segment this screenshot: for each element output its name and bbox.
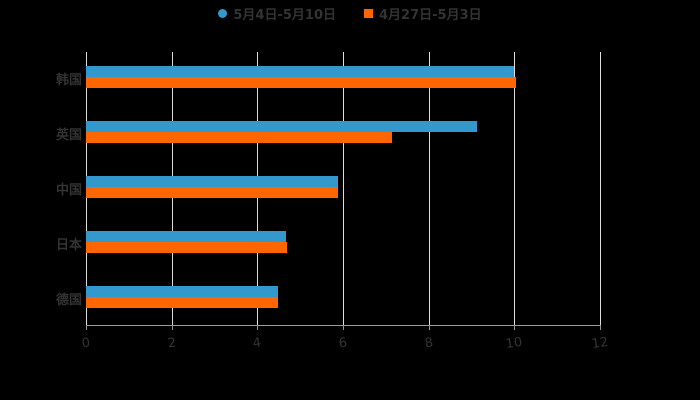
- bar-series-2[interactable]: [86, 77, 517, 88]
- bar-series-1[interactable]: [86, 286, 278, 297]
- bar-series-1[interactable]: [86, 176, 338, 187]
- category-label: 中国: [55, 183, 82, 198]
- x-tick-label: 6: [337, 335, 349, 352]
- tick-mark: [86, 325, 87, 330]
- bar-series-2[interactable]: [86, 187, 338, 198]
- tick-mark: [600, 325, 601, 330]
- tick-mark: [428, 325, 430, 330]
- x-tick-label: 4: [252, 335, 263, 352]
- category-label: 韩国: [55, 73, 82, 88]
- tick-mark: [257, 325, 259, 330]
- bar-series-2[interactable]: [86, 132, 392, 143]
- tick-mark: [514, 325, 516, 330]
- tick-mark: [171, 325, 173, 330]
- chart-legend: 5月4日-5月10日 4月27日-5月3日: [0, 4, 700, 23]
- bar-series-1[interactable]: [86, 66, 515, 77]
- legend-square-icon: [364, 9, 373, 18]
- x-tick-label: 12: [590, 334, 610, 353]
- legend-item-series-1[interactable]: 5月4日-5月10日: [218, 4, 336, 23]
- x-tick-label: 8: [423, 335, 434, 352]
- x-tick-label: 0: [80, 335, 92, 352]
- x-tick-label: 10: [505, 334, 524, 353]
- legend-circle-icon: [218, 9, 228, 18]
- gridline: [343, 52, 344, 325]
- category-label: 德国: [55, 293, 82, 308]
- legend-label: 5月4日-5月10日: [233, 8, 336, 23]
- bar-series-1[interactable]: [86, 231, 287, 242]
- legend-item-series-2[interactable]: 4月27日-5月3日: [364, 4, 482, 23]
- x-tick-label: 2: [166, 335, 177, 352]
- tick-mark: [343, 325, 344, 330]
- gridline: [514, 52, 516, 325]
- category-label: 日本: [55, 238, 82, 253]
- category-label: 英国: [55, 128, 82, 143]
- bar-series-2[interactable]: [86, 242, 287, 253]
- gridline: [600, 52, 601, 325]
- legend-label: 4月27日-5月3日: [379, 8, 482, 23]
- bar-series-1[interactable]: [86, 121, 478, 132]
- bar-series-2[interactable]: [86, 297, 278, 308]
- gridline: [428, 52, 430, 325]
